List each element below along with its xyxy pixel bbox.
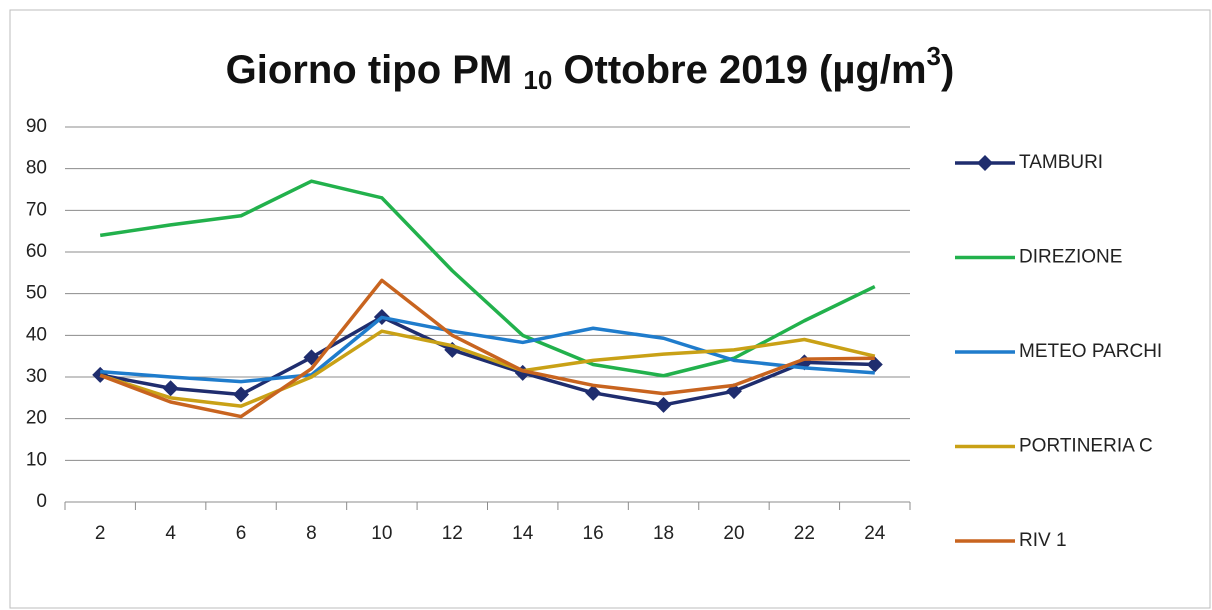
x-tick-label: 12 [442,523,463,544]
x-tick-label: 14 [512,523,534,544]
y-tick-label: 40 [26,324,47,345]
legend-marker [977,155,993,171]
legend-label: RIV 1 [1019,530,1067,551]
chart-frame [9,9,1211,609]
series-line [99,329,876,408]
legend-label: DIREZIONE [1019,247,1122,268]
y-tick-label: 10 [26,449,47,470]
series-line [99,315,875,407]
x-tick-label: 24 [864,523,886,544]
y-tick-label: 0 [36,491,47,512]
point-marker [866,356,883,373]
x-tick-label: 20 [723,523,744,544]
x-tick-label: 2 [95,523,106,544]
y-tick-label: 80 [26,158,47,179]
title-part: Giorno tipo PM [226,48,524,92]
y-tick-label: 50 [26,283,47,304]
series-line [99,179,876,378]
series-line [99,278,875,419]
series-line [100,315,875,384]
x-tick-label: 4 [165,523,176,544]
y-tick-label: 30 [26,366,47,387]
x-tick-label: 22 [794,523,815,544]
x-tick-label: 6 [236,523,247,544]
chart-title: Giorno tipo PM 10 Ottobre 2019 (µg/m3) [226,41,955,95]
y-tick-label: 60 [26,241,47,262]
title-part: ) [941,48,954,92]
x-tick-label: 10 [371,523,392,544]
x-tick-label: 18 [653,523,674,544]
y-tick-label: 20 [26,408,47,429]
legend-label: METEO PARCHI [1019,341,1162,362]
point-marker [233,386,250,403]
point-marker [585,384,602,401]
x-tick-label: 8 [306,523,317,544]
title-part: 3 [927,41,941,71]
y-tick-label: 70 [26,199,47,220]
point-marker [655,396,672,413]
title-part: Ottobre 2019 (µg/m [552,48,926,92]
y-tick-label: 90 [26,116,47,137]
x-tick-label: 16 [583,523,604,544]
point-marker [162,380,179,397]
title-part: 10 [523,65,552,95]
legend-label: TAMBURI [1019,152,1103,173]
legend-label: PORTINERIA C [1019,436,1153,457]
